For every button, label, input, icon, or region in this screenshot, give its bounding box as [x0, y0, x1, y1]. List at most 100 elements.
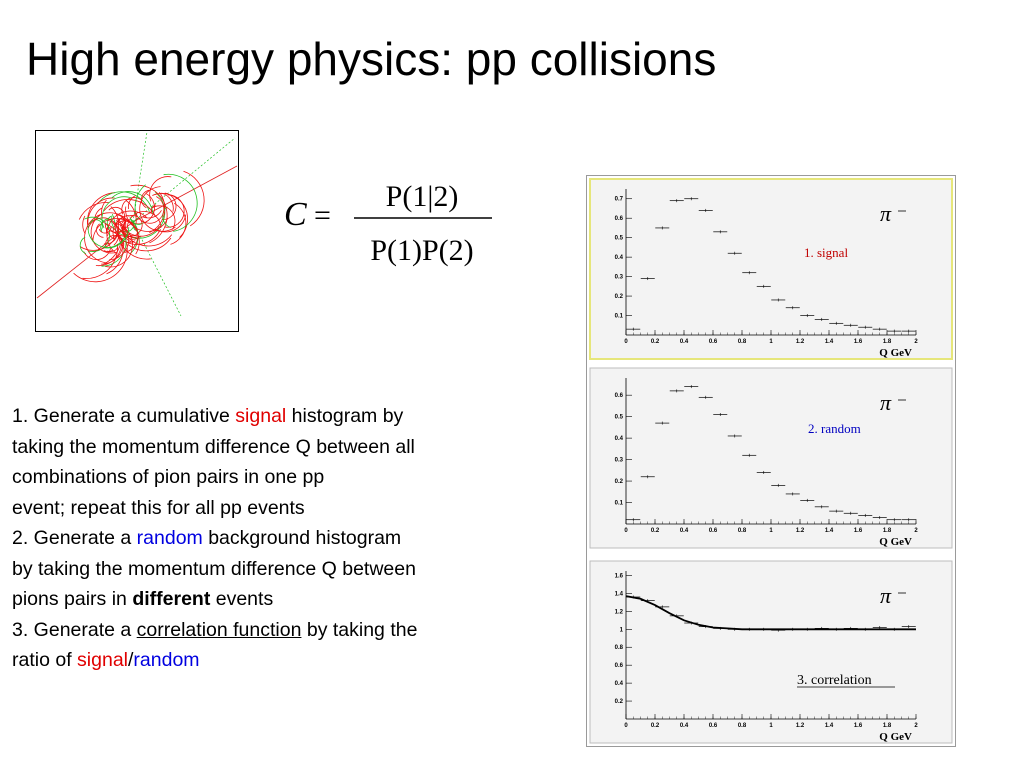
y-tick-label: 0.3 — [615, 275, 624, 281]
y-tick-label: 0.5 — [615, 415, 624, 421]
step1-line2: taking the momentum difference Q between… — [12, 435, 415, 458]
x-tick-label: 1.2 — [796, 528, 805, 534]
x-tick-label: 0 — [624, 723, 628, 729]
histogram-panels: 0 0.2 0.4 0.6 0.8 1 1.2 1.4 1.6 1.8 2 0.1 0.2 0.3 0.4 0… — [586, 175, 956, 747]
y-tick-label: 1.6 — [615, 573, 624, 579]
charged-track — [117, 234, 151, 260]
signal-panel: 0 0.2 0.4 0.6 0.8 1 1.2 1.4 1.6 1.8 2 0.1 0.2 0.3 0.4 0… — [589, 178, 953, 360]
y-tick-label: 1.4 — [615, 591, 624, 597]
x-tick-label: 2 — [914, 723, 918, 729]
random-panel-frame — [589, 367, 953, 549]
charged-track — [151, 205, 176, 230]
x-tick-label: 1 — [769, 339, 773, 345]
correlation-formula: C = P(1|2) P(1)P(2) — [282, 170, 507, 270]
signal-panel-frame — [589, 178, 953, 360]
y-tick-label: 0.2 — [615, 479, 624, 485]
y-tick-label: 0.2 — [615, 294, 624, 300]
neutral-track — [132, 221, 182, 317]
charged-track — [122, 220, 138, 238]
x-tick-label: 0.2 — [651, 339, 660, 345]
x-tick-label: 0.6 — [709, 339, 718, 345]
x-tick-label: 0.4 — [680, 339, 689, 345]
x-tick-label: 0.6 — [709, 528, 718, 534]
charged-track — [163, 173, 198, 232]
random-label: 2. random — [808, 421, 861, 436]
x-tick-label: 2 — [914, 528, 918, 534]
charged-track — [141, 189, 150, 209]
steps-text: 1. Generate a cumulative signal histogra… — [12, 401, 577, 676]
x-tick-label: 0.8 — [738, 339, 747, 345]
step1-line4: event; repeat this for all pp events — [12, 496, 305, 519]
y-tick-label: 0.1 — [615, 314, 624, 320]
random-pi-symbol: π — [880, 390, 892, 415]
charged-track — [154, 214, 187, 233]
x-tick-label: 0.4 — [680, 723, 689, 729]
x-tick-label: 1.2 — [796, 339, 805, 345]
different-keyword: different — [132, 588, 211, 610]
charged-track — [116, 218, 139, 253]
y-tick-label: 0.8 — [615, 645, 624, 651]
y-tick-label: 0.1 — [615, 501, 624, 507]
charged-track — [130, 184, 168, 244]
slide-title: High energy physics: pp collisions — [26, 33, 717, 85]
x-tick-label: 1 — [769, 528, 773, 534]
step2-line2: by taking the momentum difference Q betw… — [12, 557, 416, 580]
step1-line3: combinations of pion pairs in one pp — [12, 466, 325, 488]
x-tick-label: 1.8 — [883, 528, 892, 534]
charged-track — [107, 228, 123, 233]
charged-track — [84, 212, 129, 264]
x-tick-label: 0.8 — [738, 723, 747, 729]
charged-track — [135, 196, 165, 224]
x-tick-label: 1.4 — [825, 723, 834, 729]
x-tick-label: 1.8 — [883, 723, 892, 729]
x-tick-label: 1.4 — [825, 528, 834, 534]
signal-keyword: signal — [235, 405, 287, 427]
x-tick-label: 1.4 — [825, 339, 834, 345]
x-tick-label: 0.8 — [738, 528, 747, 534]
random-panel: 0 0.2 0.4 0.6 0.8 1 1.2 1.4 1.6 1.8 2 0.1 0.2 0.3 0.4 0… — [589, 367, 953, 549]
charged-track — [92, 218, 140, 255]
charged-track — [79, 206, 120, 251]
charged-track — [126, 211, 162, 229]
charged-track — [130, 193, 155, 225]
charged-track — [162, 206, 171, 228]
charged-track — [78, 202, 110, 220]
charged-track — [170, 202, 187, 245]
y-tick-label: 0.6 — [615, 663, 624, 669]
charged-track — [104, 223, 124, 275]
charged-track — [106, 215, 112, 229]
y-tick-label: 0.4 — [615, 255, 624, 261]
x-tick-label: 1.2 — [796, 723, 805, 729]
charged-track — [82, 243, 119, 279]
charged-track — [89, 219, 103, 230]
y-tick-label: 0.5 — [615, 236, 624, 242]
x-tick-label: 0 — [624, 339, 628, 345]
charged-track — [97, 191, 150, 212]
correlation-panel: 0 0.2 0.4 0.6 0.8 1 1.2 1.4 1.6 1.8 2 0.2 0.4 0.6 0.8 1… — [589, 560, 953, 744]
y-tick-label: 0.7 — [615, 197, 624, 203]
random-keyword: random — [136, 527, 203, 549]
signal-pi-symbol: π — [880, 201, 892, 226]
x-tick-label: 0.4 — [680, 528, 689, 534]
charged-track — [122, 219, 141, 240]
charged-track — [125, 206, 169, 232]
x-tick-label: 0.2 — [651, 723, 660, 729]
charged-track — [100, 218, 108, 233]
charged-track — [108, 206, 126, 224]
charged-track — [105, 223, 133, 268]
charged-track — [149, 176, 172, 202]
charged-track — [96, 223, 104, 238]
correlation-panel-frame — [589, 560, 953, 744]
step3-line2: ratio of signal/random — [12, 649, 200, 671]
y-tick-label: 0.2 — [615, 699, 624, 705]
step3-line1: 3. Generate a correlation function by ta… — [12, 618, 418, 641]
signal-label: 1. signal — [804, 245, 848, 260]
y-tick-label: 0.3 — [615, 458, 624, 464]
correlation-fit-curve — [625, 595, 916, 631]
y-tick-label: 0.6 — [615, 393, 624, 399]
charged-track — [110, 229, 139, 237]
charged-track — [102, 238, 122, 265]
x-tick-label: 1.6 — [854, 723, 863, 729]
x-tick-label: 0.6 — [709, 723, 718, 729]
x-tick-label: 1 — [769, 723, 773, 729]
